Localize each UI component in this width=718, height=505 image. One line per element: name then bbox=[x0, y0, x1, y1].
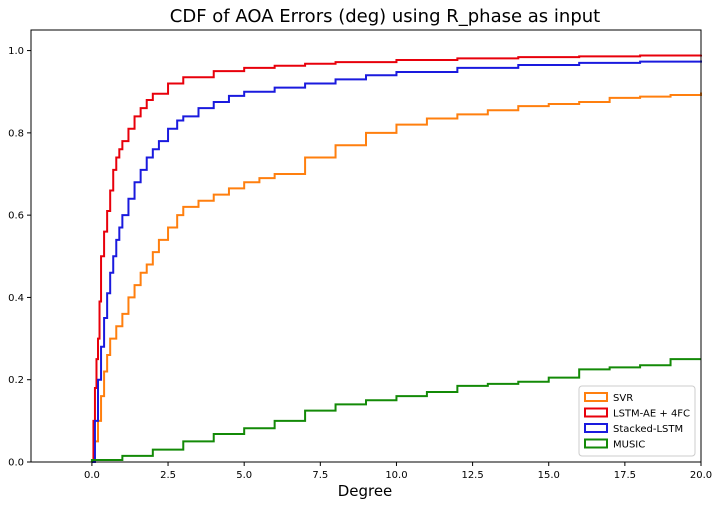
x-tick-label: 15.0 bbox=[538, 470, 560, 481]
y-tick-label: 0.4 bbox=[8, 293, 24, 304]
y-tick-label: 0.8 bbox=[8, 128, 24, 139]
x-tick-label: 5.0 bbox=[236, 470, 252, 481]
series-line-2 bbox=[91, 60, 702, 463]
x-tick-label: 2.5 bbox=[160, 470, 176, 481]
legend-swatch bbox=[584, 407, 608, 418]
legend-swatch bbox=[584, 423, 608, 433]
legend-entry: LSTM-AE + 4FC bbox=[613, 409, 690, 420]
legend-entry: MUSIC bbox=[613, 440, 645, 451]
legend-entry: Stacked-LSTM bbox=[613, 424, 683, 435]
plot-frame bbox=[30, 29, 702, 463]
legend-entry: SVR bbox=[613, 393, 633, 404]
x-axis-label: Degree bbox=[338, 482, 393, 500]
y-tick-label: 0.2 bbox=[8, 375, 24, 386]
y-tick-label: 1.0 bbox=[8, 46, 24, 57]
legend: SVR LSTM-AE + 4FC Stacked-LSTM MUSIC bbox=[578, 385, 696, 457]
x-tick-label: 12.5 bbox=[461, 470, 483, 481]
y-axis: 0.0 0.2 0.4 0.6 0.8 1.0 bbox=[8, 46, 31, 469]
series-line-0 bbox=[91, 92, 702, 463]
series-line-1 bbox=[91, 54, 702, 463]
legend-swatch bbox=[584, 438, 608, 449]
series-line-3 bbox=[90, 358, 701, 462]
chart-title: CDF of AOA Errors (deg) using R_phase as… bbox=[170, 6, 600, 27]
x-tick-label: 10.0 bbox=[385, 470, 407, 481]
y-tick-label: 0.0 bbox=[8, 458, 24, 469]
x-tick-label: 20.0 bbox=[690, 470, 712, 481]
series-layer bbox=[90, 54, 702, 463]
x-tick-label: 0.0 bbox=[84, 470, 100, 481]
x-axis: 0.0 2.5 5.0 7.5 10.0 12.5 15.0 17.5 20.0 bbox=[84, 462, 712, 481]
y-tick-label: 0.6 bbox=[8, 211, 24, 222]
legend-swatch bbox=[584, 392, 608, 402]
x-tick-label: 17.5 bbox=[614, 470, 636, 481]
x-tick-label: 7.5 bbox=[312, 470, 328, 481]
